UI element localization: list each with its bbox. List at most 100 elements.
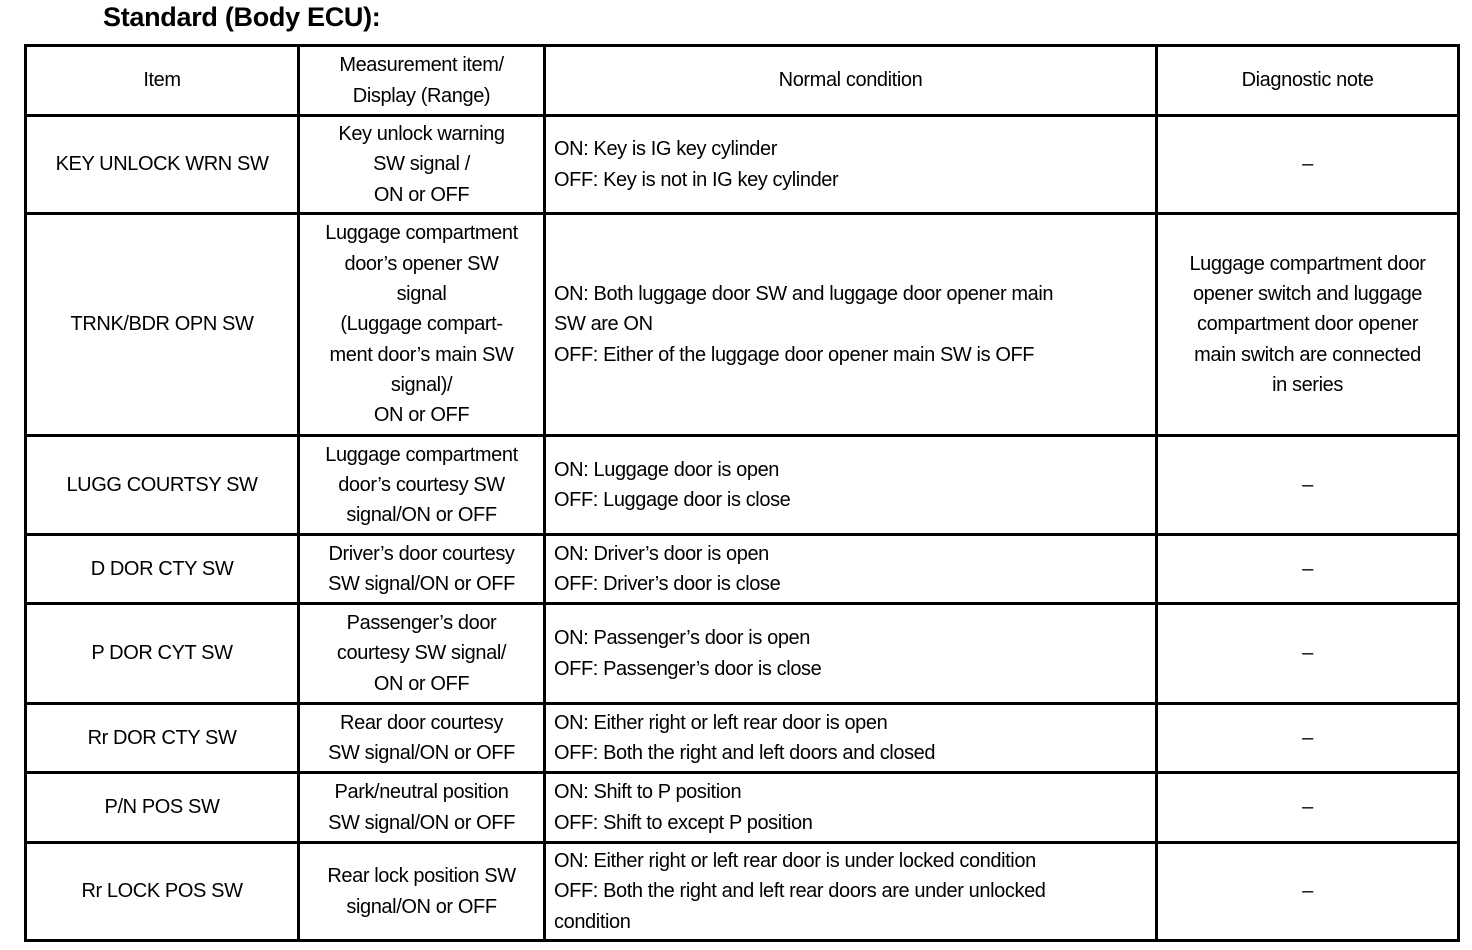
- cell-text-line: Luggage compartment: [325, 222, 518, 245]
- item-cell: P DOR CYT SW: [24, 602, 300, 705]
- normal-condition-cell: ON: Passenger’s door is open OFF: Passeng…: [543, 602, 1158, 705]
- diagnostic-note-cell: Luggage compartment door opener switch an…: [1155, 212, 1460, 437]
- cell-text-line: ON: Luggage door is open: [554, 458, 780, 481]
- cell-text-line: Display (Range): [352, 84, 491, 107]
- table-row: TRNK/BDR OPN SW Luggage compartment door’s…: [24, 212, 1460, 437]
- cell-text-line: SW signal/ON or OFF: [328, 573, 515, 595]
- cell-text-line: Key unlock warning: [338, 123, 505, 146]
- cell-text-line: signal/ON or OFF: [346, 504, 497, 527]
- item-cell: P/N POS SW: [24, 771, 300, 844]
- measurement-cell: Rear door courtesy SW signal/ON or OFF: [297, 702, 546, 774]
- cell-text-line: ON: Key is IG key cylinder: [554, 138, 777, 161]
- cell-text-line: ON: Driver’s door is open: [554, 542, 769, 565]
- cell-text-line: Luggage compartment door: [1189, 252, 1426, 275]
- cell-text-line: ON or OFF: [373, 183, 470, 206]
- diagnostic-note-cell: –: [1155, 602, 1460, 705]
- cell-text-line: Normal condition: [778, 69, 923, 92]
- table-row: LUGG COURTSY SW Luggage compartment door’s…: [24, 434, 1460, 536]
- cell-text-line: OFF: Both the right and left doors and c…: [554, 742, 936, 764]
- cell-text-line: Luggage compartment: [325, 443, 518, 466]
- header-diagnostic-note: Diagnostic note: [1155, 44, 1460, 117]
- table-row: D DOR CTY SW Driver’s door courtesy SW sig…: [24, 533, 1460, 605]
- measurement-cell: Passenger’s door courtesy SW signal/ON or…: [297, 602, 546, 705]
- cell-text-line: SW signal /: [373, 153, 470, 176]
- cell-text-line: –: [1302, 880, 1313, 903]
- cell-text-line: Park/neutral position: [334, 781, 509, 804]
- header-normal-condition: Normal condition: [543, 44, 1158, 117]
- header-measurement: Measurement item/Display (Range): [297, 44, 546, 117]
- cell-text-line: OFF: Passenger’s door is close: [554, 657, 822, 680]
- normal-condition-cell: ON: Luggage door is open OFF: Luggage doo…: [543, 434, 1158, 536]
- diagnostic-note-cell: –: [1155, 533, 1460, 605]
- cell-text-line: in series: [1272, 373, 1343, 396]
- item-cell: D DOR CTY SW: [24, 533, 300, 605]
- cell-text-line: signal)/: [390, 373, 453, 396]
- cell-text-line: compartment door opener: [1197, 313, 1418, 336]
- cell-text-line: Rear lock position SW: [327, 865, 516, 888]
- cell-text-line: –: [1302, 557, 1313, 580]
- item-cell: Rr LOCK POS SW: [24, 841, 300, 942]
- header-row: Item Measurement item/Display (Range) Norm…: [24, 44, 1460, 117]
- body-ecu-data-table: Item Measurement item/Display (Range) Norm…: [24, 44, 1460, 942]
- item-cell: TRNK/BDR OPN SW: [24, 212, 300, 437]
- page-title: Standard (Body ECU):: [103, 2, 381, 32]
- cell-text-line: ON or OFF: [373, 672, 470, 695]
- cell-text-line: TRNK/BDR OPN SW: [70, 313, 254, 336]
- cell-text-line: Rr LOCK POS SW: [81, 880, 243, 903]
- table-row: KEY UNLOCK WRN SW Key unlock warning SW si…: [24, 114, 1460, 215]
- cell-text-line: Measurement item/: [339, 54, 504, 77]
- cell-text-line: ON: Shift to P position: [554, 781, 742, 804]
- measurement-cell: Luggage compartment door’s opener SW signa…: [297, 212, 546, 437]
- normal-condition-cell: ON: Either right or left rear door is un…: [543, 841, 1158, 942]
- cell-text-line: ON: Passenger’s door is open: [554, 627, 810, 650]
- cell-text-line: (Luggage compart-: [340, 313, 503, 336]
- cell-text-line: Item: [143, 69, 181, 92]
- normal-condition-cell: ON: Both luggage door SW and luggage doo…: [543, 212, 1158, 437]
- cell-text-line: SW are ON: [554, 313, 653, 336]
- table-row: P/N POS SW Park/neutral position SW signal…: [24, 771, 1460, 844]
- cell-text-line: condition: [554, 910, 631, 933]
- diagnostic-note-cell: –: [1155, 114, 1460, 215]
- measurement-cell: Park/neutral position SW signal/ON or OFF: [297, 771, 546, 844]
- measurement-cell: Key unlock warning SW signal / ON or OFF: [297, 114, 546, 215]
- cell-text-line: Passenger’s door: [346, 612, 497, 635]
- cell-text-line: courtesy SW signal/: [336, 642, 507, 665]
- cell-text-line: ON: Either right or left rear door is op…: [554, 711, 888, 734]
- normal-condition-cell: ON: Either right or left rear door is op…: [543, 702, 1158, 774]
- item-cell: LUGG COURTSY SW: [24, 434, 300, 536]
- cell-text-line: opener switch and luggage: [1192, 283, 1423, 306]
- cell-text-line: –: [1302, 473, 1313, 496]
- cell-text-line: Diagnostic note: [1241, 69, 1374, 92]
- cell-text-line: –: [1302, 796, 1313, 819]
- cell-text-line: SW signal/ON or OFF: [328, 742, 515, 764]
- cell-text-line: –: [1302, 726, 1313, 749]
- cell-text-line: ON: Either right or left rear door is un…: [554, 850, 1036, 873]
- cell-text-line: ment door’s main SW: [329, 343, 514, 366]
- diagnostic-note-cell: –: [1155, 702, 1460, 774]
- table-row: Rr DOR CTY SW Rear door courtesy SW signal…: [24, 702, 1460, 774]
- cell-text-line: door’s courtesy SW: [338, 473, 505, 496]
- cell-text-line: P DOR CYT SW: [91, 642, 233, 665]
- cell-text-line: door’s opener SW: [344, 252, 499, 275]
- cell-text-line: OFF: Key is not in IG key cylinder: [554, 168, 839, 191]
- measurement-cell: Luggage compartment door’s courtesy SW sig…: [297, 434, 546, 536]
- item-cell: Rr DOR CTY SW: [24, 702, 300, 774]
- cell-text-line: Rr DOR CTY SW: [87, 726, 237, 749]
- cell-text-line: OFF: Luggage door is close: [554, 489, 791, 511]
- cell-text-line: –: [1302, 153, 1313, 176]
- cell-text-line: Driver’s door courtesy: [328, 542, 515, 565]
- table-row: P DOR CYT SW Passenger’s door courtesy SW …: [24, 602, 1460, 705]
- item-cell: KEY UNLOCK WRN SW: [24, 114, 300, 215]
- cell-text-line: main switch are connected: [1194, 343, 1421, 366]
- cell-text-line: SW signal/ON or OFF: [328, 811, 515, 834]
- cell-text-line: D DOR CTY SW: [90, 557, 234, 580]
- normal-condition-cell: ON: Driver’s door is open OFF: Driver’s d…: [543, 533, 1158, 605]
- cell-text-line: KEY UNLOCK WRN SW: [55, 153, 269, 176]
- cell-text-line: OFF: Shift to except P position: [554, 811, 813, 834]
- cell-text-line: ON: Both luggage door SW and luggage doo…: [554, 283, 1054, 306]
- cell-text-line: signal/ON or OFF: [346, 895, 497, 918]
- cell-text-line: signal: [396, 283, 447, 306]
- cell-text-line: LUGG COURTSY SW: [66, 473, 258, 496]
- diagnostic-note-cell: –: [1155, 771, 1460, 844]
- header-item: Item: [24, 44, 300, 117]
